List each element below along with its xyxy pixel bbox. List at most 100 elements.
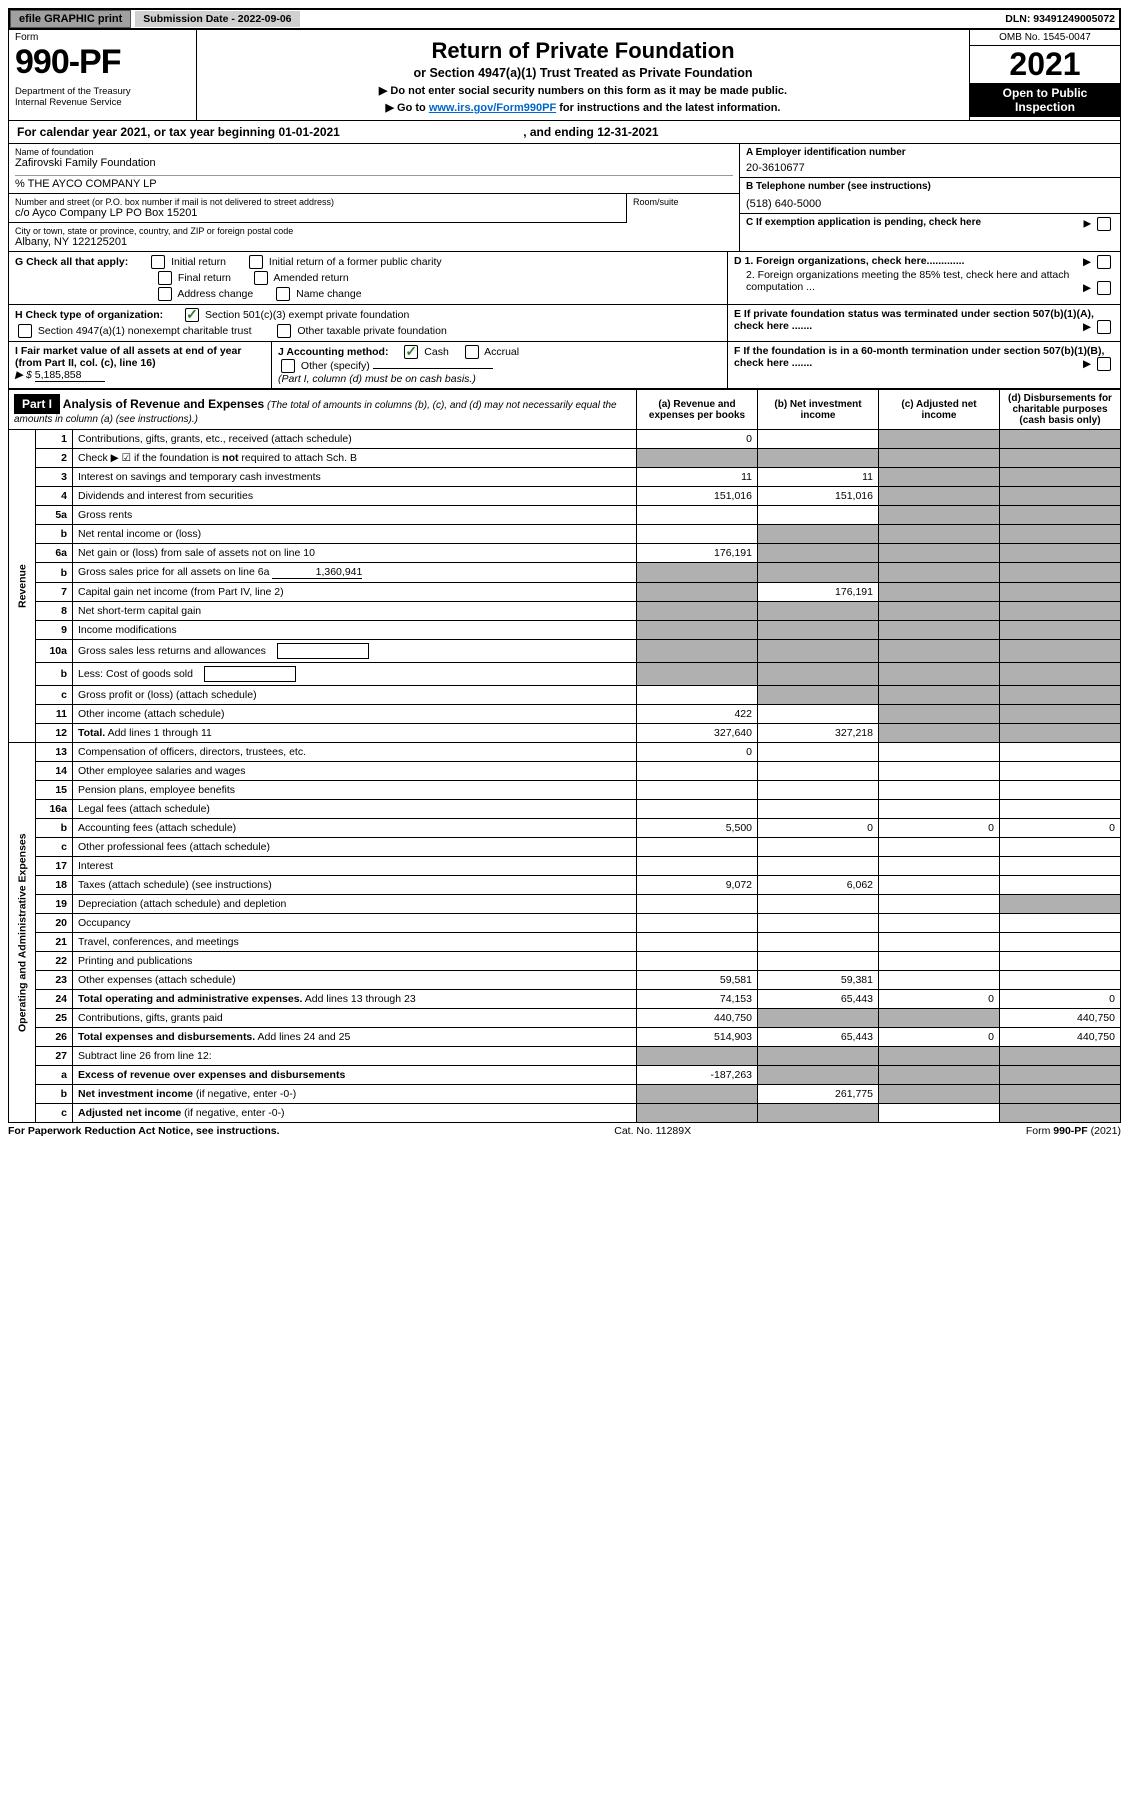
cell-a [637, 686, 758, 705]
part1-header: Part I [14, 394, 60, 414]
c-cell: C If exemption application is pending, c… [740, 214, 1120, 231]
table-row: 27Subtract line 26 from line 12: [9, 1047, 1121, 1066]
col-d-header: (d) Disbursements for charitable purpose… [1000, 390, 1121, 430]
instructions-link[interactable]: www.irs.gov/Form990PF [429, 102, 556, 114]
h-501c3-checkbox[interactable] [185, 308, 199, 322]
table-row: bGross sales price for all assets on lin… [9, 563, 1121, 583]
row-desc: Interest [73, 857, 637, 876]
cell-c [879, 876, 1000, 895]
table-row: 16aLegal fees (attach schedule) [9, 800, 1121, 819]
omb-number: OMB No. 1545-0047 [970, 30, 1120, 46]
cell-d [1000, 876, 1121, 895]
cell-a [637, 563, 758, 583]
cell-c [879, 857, 1000, 876]
cell-c: 0 [879, 819, 1000, 838]
cell-a: 9,072 [637, 876, 758, 895]
row-desc: Net rental income or (loss) [73, 525, 637, 544]
row-desc: Gross profit or (loss) (attach schedule) [73, 686, 637, 705]
cell-a [637, 838, 758, 857]
g-name-checkbox[interactable] [276, 287, 290, 301]
room-cell: Room/suite [627, 194, 739, 223]
h-label: H Check type of organization: [15, 309, 163, 321]
c-checkbox[interactable] [1097, 217, 1111, 231]
cell-b [758, 781, 879, 800]
table-row: cAdjusted net income (if negative, enter… [9, 1104, 1121, 1123]
g-initial-checkbox[interactable] [151, 255, 165, 269]
table-row: 20Occupancy [9, 914, 1121, 933]
instr-2: ▶ Go to www.irs.gov/Form990PF for instru… [203, 101, 963, 114]
g-initial-former-checkbox[interactable] [249, 255, 263, 269]
cell-c [879, 705, 1000, 724]
cell-b: 6,062 [758, 876, 879, 895]
form-label: Form [15, 32, 190, 43]
table-row: 17Interest [9, 857, 1121, 876]
row-desc: Total operating and administrative expen… [73, 990, 637, 1009]
dln-label: DLN: 93491249005072 [1005, 13, 1119, 25]
row-desc: Gross rents [73, 506, 637, 525]
cell-c [879, 1047, 1000, 1066]
table-row: 7Capital gain net income (from Part IV, … [9, 583, 1121, 602]
entity-info: Name of foundation Zafirovski Family Fou… [8, 144, 1121, 252]
i-block: I Fair market value of all assets at end… [9, 342, 272, 388]
form-header: Form 990-PF Department of the Treasury I… [8, 30, 1121, 121]
cell-a [637, 895, 758, 914]
cell-a: 327,640 [637, 724, 758, 743]
cell-b [758, 1009, 879, 1028]
cell-b [758, 506, 879, 525]
cell-b [758, 800, 879, 819]
cell-a: 422 [637, 705, 758, 724]
cell-b: 65,443 [758, 990, 879, 1009]
cell-d [1000, 705, 1121, 724]
cell-c [879, 506, 1000, 525]
table-row: bNet investment income (if negative, ent… [9, 1085, 1121, 1104]
h-other-checkbox[interactable] [277, 324, 291, 338]
cell-b [758, 914, 879, 933]
row-number: 12 [36, 724, 73, 743]
d2-checkbox[interactable] [1097, 281, 1111, 295]
cell-a [637, 663, 758, 686]
g-label: G Check all that apply: [15, 256, 128, 268]
h-4947-checkbox[interactable] [18, 324, 32, 338]
row-number: 1 [36, 430, 73, 449]
row-desc: Excess of revenue over expenses and disb… [73, 1066, 637, 1085]
e-checkbox[interactable] [1097, 320, 1111, 334]
row-number: 7 [36, 583, 73, 602]
cell-d [1000, 743, 1121, 762]
cell-c [879, 525, 1000, 544]
row-number: 13 [36, 743, 73, 762]
j-cash-checkbox[interactable] [404, 345, 418, 359]
j-accrual-checkbox[interactable] [465, 345, 479, 359]
table-row: bLess: Cost of goods sold [9, 663, 1121, 686]
row-number: b [36, 525, 73, 544]
cell-c [879, 952, 1000, 971]
g-final-checkbox[interactable] [158, 271, 172, 285]
cell-d [1000, 583, 1121, 602]
row-number: 19 [36, 895, 73, 914]
row-number: 23 [36, 971, 73, 990]
row-number: 10a [36, 640, 73, 663]
row-number: 11 [36, 705, 73, 724]
table-row: 21Travel, conferences, and meetings [9, 933, 1121, 952]
cell-a: 0 [637, 430, 758, 449]
d1-checkbox[interactable] [1097, 255, 1111, 269]
cell-d [1000, 525, 1121, 544]
cell-a [637, 857, 758, 876]
ein-cell: A Employer identification number 20-3610… [740, 144, 1120, 178]
row-desc: Net gain or (loss) from sale of assets n… [73, 544, 637, 563]
g-address-checkbox[interactable] [158, 287, 172, 301]
cell-b [758, 762, 879, 781]
cell-d [1000, 800, 1121, 819]
efile-print-button[interactable]: efile GRAPHIC print [10, 10, 131, 28]
cell-b: 327,218 [758, 724, 879, 743]
cell-b [758, 430, 879, 449]
cell-a [637, 602, 758, 621]
row-number: 6a [36, 544, 73, 563]
cell-c [879, 762, 1000, 781]
f-checkbox[interactable] [1097, 357, 1111, 371]
table-row: 14Other employee salaries and wages [9, 762, 1121, 781]
cell-b: 65,443 [758, 1028, 879, 1047]
g-amended-checkbox[interactable] [254, 271, 268, 285]
footer-left: For Paperwork Reduction Act Notice, see … [8, 1125, 280, 1137]
cell-a [637, 506, 758, 525]
j-other-checkbox[interactable] [281, 359, 295, 373]
